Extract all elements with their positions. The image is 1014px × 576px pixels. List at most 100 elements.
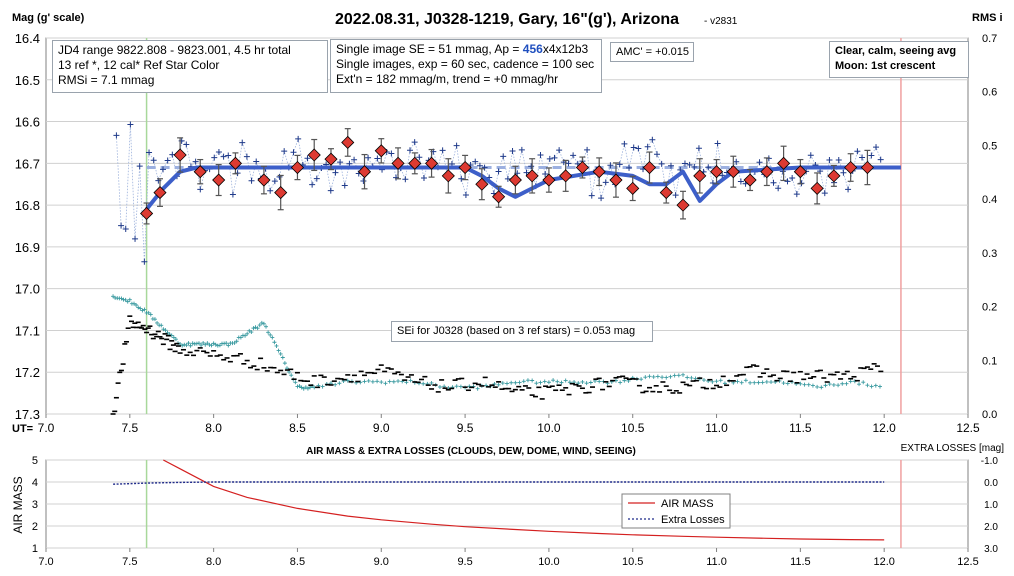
y-right-tick-label: 0.4 bbox=[982, 194, 997, 206]
rms-point bbox=[563, 378, 568, 383]
rms-point bbox=[408, 378, 413, 383]
info-weather: Clear, calm, seeing avg bbox=[835, 45, 957, 57]
bottom-x-tick-label: 8.5 bbox=[290, 556, 305, 568]
rms-point bbox=[584, 381, 589, 386]
single-image-point bbox=[220, 153, 227, 160]
x-tick-label: 12.0 bbox=[873, 421, 897, 435]
legend-label-air-mass: AIR MASS bbox=[661, 498, 714, 510]
single-image-point bbox=[420, 175, 427, 182]
single-image-point bbox=[332, 169, 339, 176]
rms-point bbox=[760, 380, 765, 385]
rms-point bbox=[542, 379, 547, 384]
single-image-point bbox=[793, 191, 800, 198]
single-image-point bbox=[509, 147, 516, 154]
rms-point bbox=[199, 343, 204, 348]
rms-point bbox=[213, 342, 218, 347]
rms-point bbox=[421, 381, 426, 386]
info-box-exposure: Single image SE = 51 mmag, Ap = 456x4x12… bbox=[330, 39, 602, 93]
info-box-sei: SEi for J0328 (based on 3 ref stars) = 0… bbox=[391, 321, 653, 342]
rms-point bbox=[819, 385, 824, 390]
rms-point bbox=[243, 333, 248, 338]
y-tick-label: 17.2 bbox=[15, 365, 40, 380]
x-tick-label: 9.5 bbox=[457, 421, 474, 435]
rms-point bbox=[188, 343, 193, 348]
x-tick-label: 7.0 bbox=[38, 421, 55, 435]
info-amc: AMC' = +0.015 bbox=[616, 46, 690, 58]
mean-point bbox=[642, 160, 657, 175]
single-image-point bbox=[756, 159, 763, 166]
mean-point bbox=[475, 177, 489, 191]
single-image-point bbox=[714, 140, 721, 147]
chart-title: 2022.08.31, J0328-1219, Gary, 16"(g'), A… bbox=[335, 11, 679, 28]
rms-point bbox=[146, 310, 151, 315]
single-image-point bbox=[565, 160, 572, 167]
single-image-point bbox=[290, 149, 297, 156]
rms-point bbox=[119, 296, 124, 301]
bottom-x-tick-label: 10.0 bbox=[538, 556, 559, 568]
rms-point bbox=[209, 343, 214, 348]
rms-point bbox=[276, 348, 281, 353]
rms-point bbox=[165, 330, 170, 335]
single-image-point bbox=[784, 178, 791, 185]
rms-point bbox=[836, 383, 841, 388]
rms-point bbox=[710, 379, 715, 384]
y-right-tick-label: 0.0 bbox=[982, 409, 997, 421]
rms-point bbox=[831, 382, 836, 387]
mean-point bbox=[140, 206, 154, 221]
bottom-y-axis-label-right: EXTRA LOSSES [mag] bbox=[901, 443, 1005, 454]
rms-point bbox=[152, 317, 157, 322]
single-image-point bbox=[439, 147, 446, 154]
rms-point bbox=[505, 381, 509, 386]
rms-point bbox=[597, 379, 602, 384]
single-image-point bbox=[868, 152, 875, 159]
rms-point bbox=[173, 337, 178, 342]
rms-point bbox=[802, 382, 807, 387]
rms-point bbox=[400, 379, 405, 384]
info-aperture-suffix: x4x12b3 bbox=[542, 42, 589, 56]
single-image-point bbox=[602, 179, 609, 186]
rms-point bbox=[865, 383, 870, 388]
bottom-y-right-tick-label: 0.0 bbox=[984, 478, 998, 489]
y-right-tick-label: 0.6 bbox=[982, 87, 997, 99]
rms-point bbox=[345, 378, 350, 383]
rms-point bbox=[857, 382, 862, 387]
rms-point bbox=[211, 341, 216, 346]
single-image-point bbox=[500, 153, 507, 160]
single-image-point bbox=[360, 178, 367, 185]
rms-point bbox=[257, 323, 262, 328]
single-image-point bbox=[859, 154, 866, 161]
bottom-x-tick-label: 9.0 bbox=[374, 556, 389, 568]
single-image-point bbox=[570, 152, 577, 159]
rms-point bbox=[701, 378, 706, 383]
mean-point bbox=[777, 156, 791, 170]
y-tick-label: 17.0 bbox=[15, 282, 40, 297]
info-extinction: Ext'n = 182 mmag/m, trend = +0 mmag/hr bbox=[336, 72, 559, 86]
info-rmsi: RMSi = 7.1 mmag bbox=[58, 73, 155, 87]
mean-point bbox=[374, 144, 388, 158]
rms-point bbox=[639, 377, 644, 382]
bottom-y-axis-label-left: AIR MASS bbox=[11, 476, 25, 533]
rms-point bbox=[111, 294, 116, 299]
single-image-point bbox=[458, 175, 465, 182]
rms-point bbox=[404, 380, 409, 385]
legend-label-extra-losses: Extra Losses bbox=[661, 514, 725, 526]
rms-point bbox=[437, 384, 442, 389]
info-box-jd-range: JD4 range 9822.808 - 9823.001, 4.5 hr to… bbox=[52, 40, 328, 93]
rms-point bbox=[681, 372, 686, 377]
rms-point bbox=[693, 376, 698, 381]
mean-point bbox=[760, 165, 774, 179]
rms-point bbox=[559, 380, 564, 385]
rms-point bbox=[668, 374, 673, 379]
mean-point bbox=[844, 160, 858, 175]
rms-point bbox=[123, 297, 128, 302]
single-image-point bbox=[136, 163, 143, 170]
rms-point bbox=[184, 343, 189, 348]
bottom-y-right-tick-label: 3.0 bbox=[984, 544, 998, 555]
info-moon: Moon: 1st crescent bbox=[835, 60, 936, 72]
bottom-x-tick-label: 9.5 bbox=[457, 556, 472, 568]
mean-point bbox=[743, 173, 757, 187]
bottom-y-right-tick-label: 2.0 bbox=[984, 522, 998, 533]
rms-point bbox=[651, 374, 656, 379]
x-tick-label: 10.5 bbox=[621, 421, 645, 435]
